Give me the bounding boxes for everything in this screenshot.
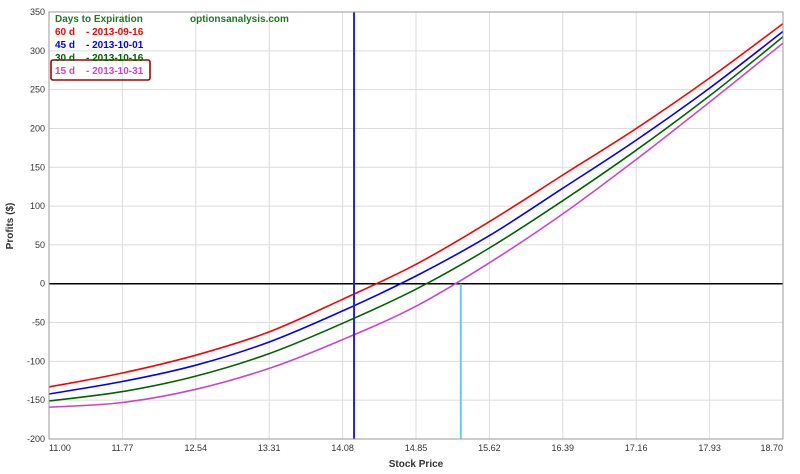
marker-lines — [353, 12, 462, 439]
y-tick-label: 350 — [30, 7, 45, 17]
x-tick-label: 18.70 — [760, 443, 783, 453]
legend-entries: 60 d - 2013-09-16 45 d - 2013-10-01 30 d - 20… — [55, 27, 144, 77]
x-tick-labels: 11.00 11.77 12.54 13.31 14.08 14.85 15.62 16.39… — [49, 443, 783, 453]
x-tick-label: 14.08 — [331, 443, 354, 453]
legend: Days to Expiration optionsanalysis.com 6… — [50, 14, 289, 81]
x-tick-label: 16.39 — [552, 443, 575, 453]
series-lines — [48, 22, 784, 408]
legend-entry-date: - 2013-09-16 — [86, 27, 144, 38]
x-tick-label: 13.31 — [258, 443, 281, 453]
x-tick-label: 11.00 — [49, 443, 71, 453]
x-tick-label: 17.93 — [698, 443, 721, 453]
y-tick-label: 100 — [30, 201, 45, 211]
y-tick-label: 150 — [30, 162, 45, 172]
y-tick-label: -50 — [32, 318, 45, 328]
x-tick-label: 12.54 — [185, 443, 208, 453]
y-axis-title: Profits ($) — [5, 203, 16, 250]
series-line-30d — [48, 36, 784, 402]
y-tick-label: 50 — [35, 240, 45, 250]
y-tick-labels: 350 300 250 200 150 100 50 0 -50 -100 -150 -200 — [27, 7, 45, 444]
x-tick-label: 11.77 — [111, 443, 133, 453]
y-tick-label: -200 — [27, 434, 45, 444]
x-tick-label: 14.85 — [405, 443, 428, 453]
legend-title: Days to Expiration — [55, 14, 143, 25]
legend-entry-date: - 2013-10-01 — [86, 40, 144, 51]
legend-entry-name: 45 d — [55, 40, 75, 51]
plot-frame — [48, 11, 784, 440]
watermark: optionsanalysis.com — [190, 14, 289, 25]
x-tick-label: 15.62 — [478, 443, 501, 453]
y-tick-label: -100 — [27, 356, 45, 366]
legend-entry-date: - 2013-10-16 — [86, 53, 144, 64]
x-tick-label: 17.16 — [625, 443, 648, 453]
legend-entry-name: 30 d — [55, 53, 75, 64]
y-tick-label: -150 — [27, 395, 45, 405]
legend-entry-name: 15 d — [55, 66, 75, 77]
y-tick-label: 300 — [30, 46, 45, 56]
y-tick-label: 250 — [30, 85, 45, 95]
y-tick-label: 0 — [40, 279, 45, 289]
series-line-45d — [48, 30, 784, 395]
legend-highlight-box — [50, 59, 151, 81]
series-line-60d — [48, 22, 784, 388]
legend-entry-date: - 2013-10-31 — [86, 66, 144, 77]
y-tick-label: 200 — [30, 123, 45, 133]
x-axis-title: Stock Price — [389, 459, 444, 470]
legend-entry-name: 60 d — [55, 27, 75, 38]
series-line-15d — [48, 42, 784, 408]
